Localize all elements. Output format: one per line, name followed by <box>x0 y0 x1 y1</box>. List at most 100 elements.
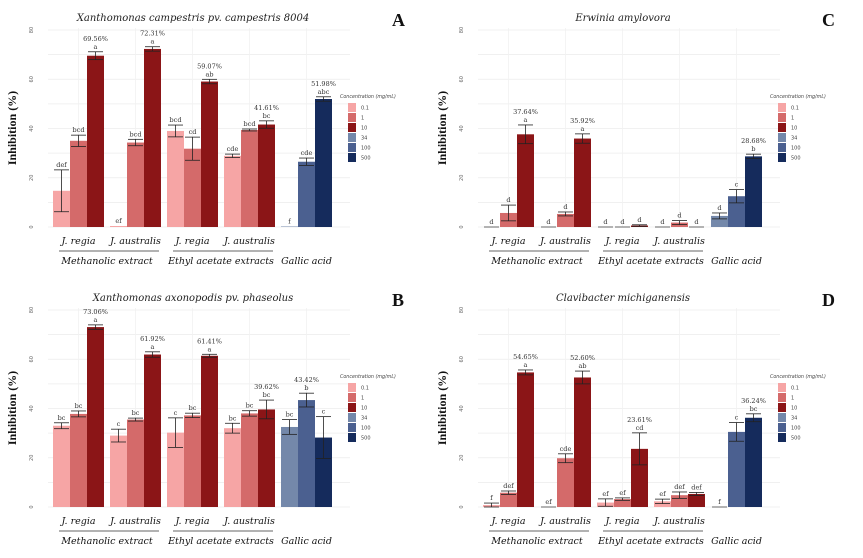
legend-label: 10 <box>791 406 797 412</box>
bar <box>87 327 104 507</box>
extract-label: Ethyl acetate extracts <box>597 256 704 267</box>
legend-swatch <box>778 103 786 112</box>
significance-letter: d <box>620 218 624 226</box>
species-label: J. regia <box>173 236 209 247</box>
significance-letter: d <box>694 218 698 226</box>
y-tick-label: 0 <box>459 505 465 508</box>
bar <box>110 226 127 227</box>
panel-letter: B <box>392 290 404 310</box>
significance-letter: d <box>546 218 550 226</box>
bar <box>517 372 534 507</box>
significance-letter: bc <box>58 414 66 422</box>
percent-label: 28.68% <box>741 137 766 145</box>
species-label: J. regia <box>489 516 525 527</box>
panel-letter: C <box>822 10 835 30</box>
significance-letter: bcd <box>130 130 142 138</box>
bar <box>728 432 745 507</box>
legend-label: 34 <box>791 136 797 142</box>
chart-title: Xanthomonas campestris pv. campestris 80… <box>76 13 310 24</box>
significance-letter: cde <box>560 445 572 453</box>
y-tick-label: 60 <box>29 356 35 362</box>
bar <box>574 139 591 227</box>
panel-letter: D <box>822 290 835 310</box>
significance-letter: bc <box>75 402 83 410</box>
legend-swatch <box>778 113 786 122</box>
bar <box>517 134 534 227</box>
bar <box>298 162 315 227</box>
significance-letter: d <box>489 218 493 226</box>
legend-swatch <box>778 123 786 132</box>
legend-label: 10 <box>361 406 367 412</box>
significance-letter: f <box>490 494 493 502</box>
species-label: J. australis <box>108 516 161 527</box>
significance-letter: bcd <box>170 116 182 124</box>
legend-swatch <box>348 113 356 122</box>
significance-letter: d <box>637 216 641 224</box>
bar <box>281 427 298 507</box>
y-tick-label: 40 <box>29 405 35 411</box>
legend-swatch <box>348 153 356 162</box>
significance-letter: b <box>304 384 308 392</box>
bar <box>500 493 517 507</box>
significance-letter: d <box>717 204 721 212</box>
percent-label: 52.60% <box>570 354 595 362</box>
percent-label: 23.61% <box>627 416 652 424</box>
y-tick-label: 20 <box>459 175 465 181</box>
significance-letter: bc <box>286 411 294 419</box>
y-axis-label: Inhibition (%) <box>5 371 19 445</box>
legend-label: 100 <box>791 146 801 152</box>
significance-letter: c <box>174 409 178 417</box>
significance-letter: c <box>735 414 739 422</box>
significance-letter: ef <box>619 489 626 497</box>
significance-letter: cd <box>189 128 197 136</box>
legend-label: 500 <box>791 156 801 162</box>
percent-label: 54.65% <box>513 353 538 361</box>
bar <box>70 141 87 227</box>
significance-letter: cde <box>227 145 239 153</box>
species-label: J. australis <box>652 236 705 247</box>
y-tick-label: 40 <box>459 125 465 131</box>
legend-swatch <box>348 103 356 112</box>
significance-letter: c <box>117 420 121 428</box>
significance-letter: ab <box>205 70 213 78</box>
significance-letter: b <box>751 145 755 153</box>
significance-letter: a <box>524 116 528 124</box>
significance-letter: d <box>660 218 664 226</box>
y-tick-label: 20 <box>459 455 465 461</box>
y-tick-label: 0 <box>459 225 465 228</box>
extract-label: Ethyl acetate extracts <box>597 536 704 547</box>
extract-label: Methanolic extract <box>490 256 583 267</box>
significance-letter: def <box>691 483 702 491</box>
legend-swatch <box>348 133 356 142</box>
bar <box>201 82 218 227</box>
species-label: J. australis <box>222 236 275 247</box>
legend-label: 10 <box>791 126 797 132</box>
percent-label: 61.92% <box>140 335 165 343</box>
significance-letter: a <box>94 43 98 51</box>
significance-letter: ab <box>578 362 586 370</box>
legend-swatch <box>348 413 356 422</box>
legend-swatch <box>778 143 786 152</box>
bar <box>53 426 70 507</box>
significance-letter: a <box>151 343 155 351</box>
legend-swatch <box>778 383 786 392</box>
percent-label: 41.61% <box>254 104 279 112</box>
significance-letter: cd <box>636 424 644 432</box>
legend-label: 100 <box>361 426 371 432</box>
legend-title: Concentration (mg/mL) <box>770 94 826 100</box>
significance-letter: d <box>603 218 607 226</box>
species-label: J. australis <box>538 236 591 247</box>
y-axis-label: Inhibition (%) <box>5 91 19 165</box>
legend-swatch <box>348 403 356 412</box>
y-axis-label: Inhibition (%) <box>435 91 449 165</box>
bar <box>315 99 332 227</box>
legend-label: 0.1 <box>791 106 799 112</box>
y-tick-label: 20 <box>29 175 35 181</box>
bar <box>87 56 104 227</box>
legend-label: 0.1 <box>361 386 369 392</box>
legend-swatch <box>348 123 356 132</box>
